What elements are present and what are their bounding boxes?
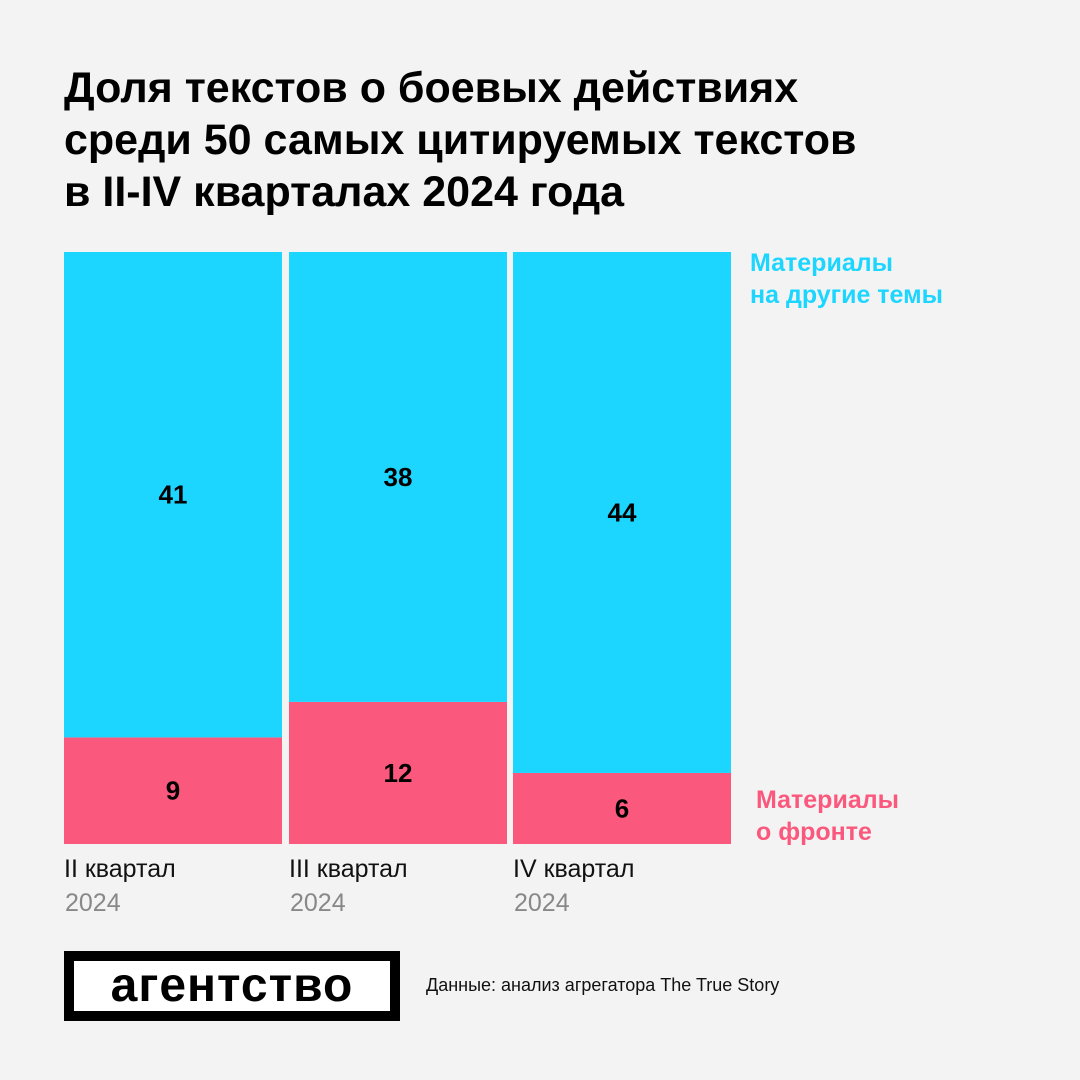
x-tick-year: 2024	[290, 889, 346, 917]
data-label: 9	[166, 776, 180, 806]
source-note: Данные: анализ агрегатора The True Story	[426, 975, 780, 995]
x-tick-label: III квартал	[289, 855, 408, 883]
data-label: 41	[159, 480, 188, 510]
agentstvo-logo: агентство	[64, 951, 400, 1021]
bar-segment	[289, 252, 507, 702]
bar-segment	[64, 252, 282, 738]
title-line: среди 50 самых цитируемых текстов	[64, 116, 857, 164]
bar-segment	[513, 772, 731, 844]
chart-title: Доля текстов о боевых действиях среди 50…	[64, 62, 964, 218]
title-line: в II-IV кварталах 2024 года	[64, 168, 625, 216]
legend-line: на другие темы	[750, 281, 943, 309]
bar-segment	[513, 252, 731, 773]
x-tick-label: IV квартал	[513, 855, 634, 883]
legend-line: о фронте	[756, 818, 872, 846]
data-label: 12	[384, 758, 413, 788]
bar-segment	[64, 737, 282, 844]
data-label: 44	[608, 497, 637, 527]
data-label: 38	[384, 462, 413, 492]
x-tick-year: 2024	[65, 889, 121, 917]
legend-line: Материалы	[750, 249, 893, 277]
legend-other-topics: Материалы на другие темы	[750, 247, 943, 311]
x-tick-label: II квартал	[64, 855, 176, 883]
legend-line: Материалы	[756, 786, 899, 814]
x-tick-year: 2024	[514, 889, 570, 917]
data-label: 6	[615, 793, 629, 823]
bar-segment	[289, 701, 507, 844]
legend-front: Материалы о фронте	[756, 784, 899, 848]
title-line: Доля текстов о боевых действиях	[64, 64, 799, 112]
